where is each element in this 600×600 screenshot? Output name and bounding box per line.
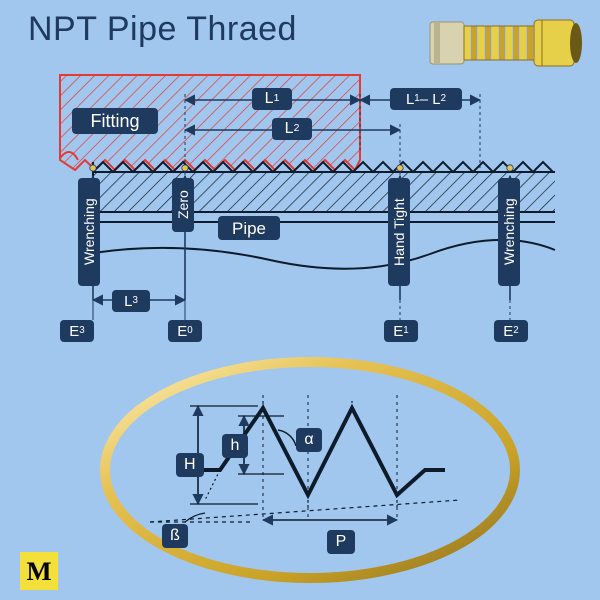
alpha-label: α <box>296 428 322 452</box>
pipe-hatched <box>93 172 555 212</box>
wrenching-left: Wrenching <box>78 178 100 286</box>
l1-label: L1 <box>252 88 292 110</box>
p-label: P <box>327 530 355 554</box>
l3-label: L3 <box>112 290 150 312</box>
pipe-bottom-edge <box>93 240 555 269</box>
l1l2-label: L1 – L2 <box>390 88 462 110</box>
e3-label: E3 <box>60 320 94 342</box>
brand-logo: M <box>20 552 58 590</box>
brand-logo-letter: M <box>26 556 51 587</box>
wrenching-right: Wrenching <box>498 178 520 286</box>
zero-label: Zero <box>172 178 194 232</box>
h-big-label: H <box>176 453 204 477</box>
pipe-threads <box>93 162 553 172</box>
beta-label: ß <box>162 524 188 548</box>
diagram-svg <box>0 0 600 600</box>
hand-tight: Hand Tight <box>388 178 410 286</box>
e1-label: E1 <box>384 320 418 342</box>
e2-label: E2 <box>494 320 528 342</box>
page-title: NPT Pipe Thraed <box>28 10 297 49</box>
l2-label: L2 <box>272 118 312 140</box>
h-small-label: h <box>222 434 248 458</box>
pipe-label: Pipe <box>218 216 280 240</box>
e0-label: E0 <box>168 320 202 342</box>
diagram-stage: NPT Pipe Thraed Fitting L1 L1 – L2 L2 Wrench… <box>0 0 600 600</box>
fitting-label: Fitting <box>72 108 158 134</box>
fitting-icon <box>430 20 582 66</box>
